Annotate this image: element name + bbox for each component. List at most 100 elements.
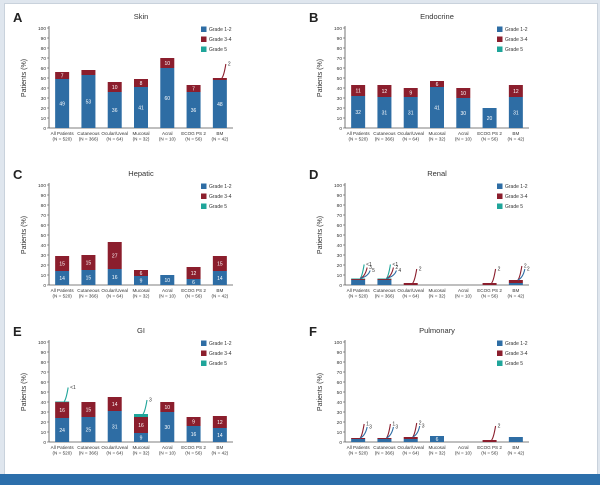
y-tick-label: 30 <box>41 410 47 416</box>
bar-value-label: 31 <box>112 424 118 430</box>
x-tick-label: ECOG PS 2 <box>181 131 206 136</box>
x-tick-n-label: (N = 64) <box>402 137 419 142</box>
x-tick-n-label: (N = 10) <box>159 451 176 456</box>
bar-grade12 <box>160 275 175 285</box>
callout-leader <box>221 63 227 79</box>
y-tick-label: 0 <box>339 283 342 289</box>
x-tick-n-label: (N = 64) <box>106 137 123 142</box>
y-tick-label: 60 <box>41 66 47 72</box>
bar-grade12 <box>134 276 148 285</box>
x-tick-n-label: (N = 366) <box>79 137 99 142</box>
y-tick-label: 0 <box>43 440 46 446</box>
y-tick-label: 20 <box>337 420 343 426</box>
y-tick-label: 20 <box>337 263 343 269</box>
y-tick-label: 60 <box>41 380 47 386</box>
y-tick-label: 20 <box>41 420 47 426</box>
y-tick-label: 90 <box>337 193 343 199</box>
bar-grade34 <box>403 437 418 439</box>
x-tick-n-label: (N = 42) <box>507 294 524 299</box>
legend-label-grade5: Grade 5 <box>209 204 227 210</box>
bar-grade12 <box>456 98 471 128</box>
bar-value-label: 14 <box>217 276 223 282</box>
panel-letter: D <box>309 167 318 182</box>
x-tick-n-label: (N = 520) <box>53 137 73 142</box>
bar-grade34 <box>212 416 227 428</box>
x-tick-label: Ocular/Uveal <box>397 131 424 136</box>
y-tick-label: 60 <box>337 380 343 386</box>
legend-label-grade12: Grade 1-2 <box>505 341 528 347</box>
legend-swatch-grade5 <box>497 203 503 209</box>
y-tick-label: 80 <box>337 46 343 52</box>
bar-value-label: 31 <box>382 110 388 116</box>
y-axis-label: Patients (%) <box>21 59 28 97</box>
x-tick-n-label: (N = 366) <box>375 451 395 456</box>
figure-panel: A Skin Patients (%) 0 10 20 30 40 50 60 70 80 90 100 4… <box>4 3 598 475</box>
y-tick-label: 100 <box>334 183 342 189</box>
y-tick-label: 40 <box>337 400 343 406</box>
y-tick-label: 50 <box>337 76 343 82</box>
bar-value-label: 15 <box>217 261 223 267</box>
legend-swatch-grade34 <box>497 193 503 199</box>
legend-label-grade34: Grade 3-4 <box>209 194 232 200</box>
callout-label: 1 <box>392 422 395 428</box>
bar-value-label: 7 <box>192 86 195 92</box>
callout-label: 3 <box>369 265 372 271</box>
x-tick-n-label: (N = 10) <box>159 137 176 142</box>
panel-title: Skin <box>134 12 149 21</box>
x-tick-label: BM <box>512 445 519 450</box>
panel-c: C Hepatic Patients (%) 0 10 20 30 40 50 60 70 80 90 1… <box>13 167 233 299</box>
bar-grade12 <box>186 279 201 285</box>
bar-grade34 <box>81 70 96 75</box>
bar-grade12 <box>430 436 444 442</box>
legend-swatch-grade12 <box>497 183 503 189</box>
bar-value-label: 16 <box>112 275 118 281</box>
x-tick-label: ECOG PS 2 <box>477 445 502 450</box>
x-tick-n-label: (N = 32) <box>429 451 446 456</box>
y-tick-label: 90 <box>41 193 47 199</box>
x-tick-label: Cutaneous <box>373 131 396 136</box>
callout-label: 2 <box>228 62 231 68</box>
x-tick-n-label: (N = 56) <box>481 451 498 456</box>
x-tick-label: BM <box>216 445 223 450</box>
x-tick-n-label: (N = 10) <box>455 137 472 142</box>
y-tick-label: 80 <box>337 360 343 366</box>
bar-value-label: 41 <box>434 105 440 111</box>
callout-label: 2 <box>498 424 501 430</box>
x-tick-n-label: (N = 56) <box>185 294 202 299</box>
legend-swatch-grade34 <box>201 36 207 42</box>
legend-label-grade12: Grade 1-2 <box>505 184 528 190</box>
bar-value-label: 10 <box>165 405 171 411</box>
y-tick-label: 0 <box>339 440 342 446</box>
x-tick-label: ECOG PS 2 <box>477 288 502 293</box>
x-tick-label: Acral <box>458 131 468 136</box>
legend-label-grade34: Grade 3-4 <box>505 194 528 200</box>
x-tick-n-label: (N = 32) <box>133 137 150 142</box>
callout-label: 2 <box>527 267 530 273</box>
bar-value-label: 49 <box>59 101 65 107</box>
bar-grade5 <box>377 278 392 280</box>
y-tick-label: 50 <box>41 76 47 82</box>
x-tick-n-label: (N = 32) <box>133 451 150 456</box>
bar-value-label: 25 <box>86 427 92 433</box>
bar-value-label: 10 <box>165 61 171 67</box>
bar-value-label: 8 <box>140 81 143 87</box>
bar-value-label: 15 <box>86 260 92 266</box>
bar-value-label: 53 <box>86 99 92 105</box>
bar-grade12 <box>134 87 148 128</box>
x-tick-n-label: (N = 42) <box>211 294 228 299</box>
x-tick-n-label: (N = 366) <box>79 451 99 456</box>
bar-value-label: 60 <box>165 96 171 102</box>
x-tick-label: Ocular/Uveal <box>397 445 424 450</box>
legend-swatch-grade12 <box>497 26 503 32</box>
bar-value-label: 9 <box>409 90 412 96</box>
bar-grade34 <box>55 72 70 79</box>
callout-label: 3 <box>395 425 398 431</box>
legend-swatch-grade34 <box>497 36 503 42</box>
legend-label-grade12: Grade 1-2 <box>209 184 232 190</box>
bar-grade34 <box>456 88 471 98</box>
bar-grade5 <box>351 278 366 280</box>
panel-letter: C <box>13 167 23 182</box>
legend-swatch-grade12 <box>201 183 207 189</box>
y-tick-label: 30 <box>337 253 343 259</box>
y-tick-label: 10 <box>41 116 47 122</box>
